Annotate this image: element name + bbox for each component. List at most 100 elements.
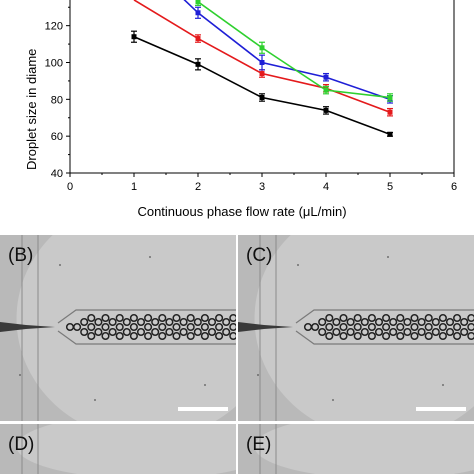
droplet-21 (129, 331, 138, 341)
series-1-point-4 (387, 109, 393, 115)
droplet-28 (389, 327, 398, 337)
droplet-5 (325, 322, 334, 332)
droplet-9 (339, 313, 348, 323)
droplet-38 (179, 327, 188, 337)
x-tick-label-4: 4 (323, 181, 329, 193)
vignette (16, 424, 236, 474)
droplet-52 (460, 317, 469, 327)
droplet-14 (353, 313, 362, 323)
droplet-36 (410, 331, 419, 341)
droplet-1 (73, 322, 82, 332)
channel-walls (295, 309, 474, 345)
droplet-4 (325, 313, 334, 323)
droplet-35 (172, 322, 181, 332)
droplet-7 (332, 317, 341, 327)
debris-1 (149, 256, 151, 258)
y-tick-label-4: 120 (45, 21, 63, 33)
droplet-26 (144, 331, 153, 341)
droplet-2 (318, 317, 327, 327)
vignette (254, 424, 474, 474)
droplet-49 (215, 313, 224, 323)
droplet-47 (445, 317, 455, 327)
droplet-13 (108, 327, 117, 337)
y-tick-label-3: 100 (45, 58, 63, 70)
droplet-11 (101, 331, 110, 341)
series-3-point-4 (387, 94, 393, 100)
droplet-45 (438, 322, 447, 332)
droplet-17 (122, 317, 131, 327)
droplet-14 (115, 313, 124, 323)
micrograph-panel-b: (B) (0, 235, 236, 421)
droplet-27 (151, 317, 160, 327)
droplet-30 (396, 322, 405, 332)
y-axis-label: Droplet size in diame (24, 49, 39, 170)
droplet-46 (200, 331, 209, 341)
debris-3 (204, 384, 206, 386)
droplet-42 (193, 317, 202, 327)
droplet-41 (424, 331, 433, 341)
droplet-23 (374, 327, 384, 337)
droplet-28 (151, 327, 160, 337)
droplet-24 (382, 313, 391, 323)
droplet-43 (193, 327, 202, 337)
droplet-54 (467, 313, 474, 323)
series-0-point-4 (387, 131, 393, 137)
droplet-3 (318, 327, 327, 337)
micrograph-panel-e: (E) (238, 424, 474, 474)
x-tick-label-0: 0 (67, 181, 73, 193)
droplet-12 (108, 317, 117, 327)
droplet-50 (215, 322, 224, 332)
droplet-26 (382, 331, 391, 341)
droplet-47 (207, 317, 217, 327)
micrograph-panel-d: (D) (0, 424, 236, 474)
droplet-15 (115, 322, 124, 332)
series-0-point-2 (259, 94, 265, 100)
droplet-34 (410, 313, 419, 323)
debris-0 (297, 264, 299, 266)
droplet-41 (186, 331, 195, 341)
droplet-51 (215, 331, 224, 341)
droplet-18 (360, 327, 369, 337)
droplet-56 (229, 331, 236, 341)
droplet-4 (87, 313, 96, 323)
droplet-50 (453, 322, 462, 332)
panel-label-c: (C) (246, 245, 273, 266)
debris-2 (94, 399, 96, 401)
droplet-21 (367, 331, 376, 341)
x-tick-label-3: 3 (259, 181, 265, 193)
droplet-31 (158, 331, 167, 341)
droplet-48 (207, 327, 217, 337)
droplet-19 (367, 313, 376, 323)
droplet-18 (122, 327, 131, 337)
droplet-5 (87, 322, 96, 332)
line-chart-svg: Droplet size in diame Continuous phase f… (24, 0, 457, 219)
droplet-3 (80, 327, 89, 337)
droplet-39 (424, 313, 433, 323)
droplet-15 (353, 322, 362, 332)
series-1-point-1 (195, 36, 201, 42)
droplet-33 (403, 327, 412, 337)
series-2-point-3 (323, 74, 329, 80)
series-1-point-2 (259, 71, 265, 77)
droplet-39 (186, 313, 195, 323)
series-3-point-3 (323, 87, 329, 93)
droplet-16 (353, 331, 362, 341)
injection-nozzle (238, 322, 293, 332)
droplet-32 (165, 317, 174, 327)
droplet-43 (431, 327, 440, 337)
droplet-27 (389, 317, 398, 327)
droplet-2 (80, 317, 89, 327)
x-tick-label-5: 5 (387, 181, 393, 193)
droplet-52 (222, 317, 231, 327)
droplet-6 (87, 331, 96, 341)
series-0-point-3 (323, 107, 329, 113)
droplet-51 (453, 331, 462, 341)
y-tick-label-1: 60 (51, 131, 63, 143)
droplet-9 (101, 313, 110, 323)
panel-c-image (238, 235, 474, 421)
x-tick-label-6: 6 (451, 181, 457, 193)
droplet-29 (158, 313, 167, 323)
droplet-8 (94, 327, 103, 337)
series-2-point-1 (195, 10, 201, 16)
droplet-40 (424, 322, 433, 332)
